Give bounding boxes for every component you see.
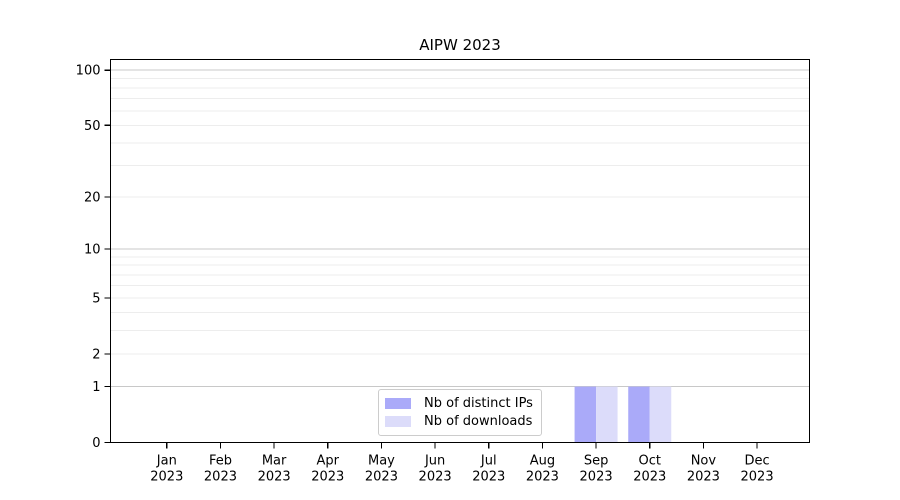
y-tick-label: 50 bbox=[84, 119, 101, 134]
y-tick-label: 100 bbox=[76, 64, 101, 79]
x-tick-label-month: Dec bbox=[744, 454, 769, 469]
x-tick-label-month: Mar bbox=[262, 454, 287, 469]
x-tick-label-year: 2023 bbox=[150, 470, 183, 485]
legend-swatch-distinct-ips-icon bbox=[385, 398, 411, 410]
x-tick-label-month: Feb bbox=[209, 454, 232, 469]
y-tick-label: 2 bbox=[92, 347, 100, 362]
x-tick-label-year: 2023 bbox=[311, 470, 344, 485]
bar-distinct-ips bbox=[574, 386, 597, 443]
x-tick-label-month: Apr bbox=[317, 454, 340, 469]
x-tick-label-month: Sep bbox=[584, 454, 609, 469]
x-tick-label-year: 2023 bbox=[204, 470, 237, 485]
x-tick-label-year: 2023 bbox=[580, 470, 613, 485]
x-tick-label-month: Aug bbox=[530, 454, 555, 469]
x-tick-label-year: 2023 bbox=[687, 470, 720, 485]
legend-label-downloads: Nb of downloads bbox=[424, 413, 533, 429]
y-tick-label: 1 bbox=[92, 380, 100, 395]
x-tick-label-year: 2023 bbox=[526, 470, 559, 485]
legend: Nb of distinct IPs Nb of downloads bbox=[378, 389, 542, 436]
legend-label-distinct-ips: Nb of distinct IPs bbox=[424, 396, 533, 412]
x-tick-label-year: 2023 bbox=[741, 470, 774, 485]
legend-item-distinct-ips: Nb of distinct IPs bbox=[385, 395, 533, 413]
y-tick-label: 0 bbox=[92, 436, 100, 451]
y-tick-label: 5 bbox=[92, 291, 100, 306]
y-tick-label: 10 bbox=[84, 243, 101, 258]
x-tick-label-month: May bbox=[368, 454, 395, 469]
bar-distinct-ips bbox=[628, 386, 650, 443]
bar-downloads bbox=[649, 386, 672, 443]
x-tick-label-year: 2023 bbox=[633, 470, 666, 485]
legend-swatch-downloads-icon bbox=[385, 415, 411, 427]
plot-frame bbox=[109, 58, 811, 444]
x-tick-label-month: Jul bbox=[480, 454, 497, 469]
legend-item-downloads: Nb of downloads bbox=[385, 413, 533, 431]
x-tick-label-month: Oct bbox=[638, 454, 660, 469]
x-tick-label-year: 2023 bbox=[258, 470, 291, 485]
x-tick-label-month: Jun bbox=[424, 454, 445, 469]
bar-downloads bbox=[596, 386, 618, 443]
x-tick-label-year: 2023 bbox=[365, 470, 398, 485]
x-tick-label-year: 2023 bbox=[419, 470, 452, 485]
y-tick-label: 20 bbox=[84, 190, 101, 205]
x-tick-label-month: Nov bbox=[691, 454, 717, 469]
x-tick-label-year: 2023 bbox=[472, 470, 505, 485]
x-tick-label-month: Jan bbox=[156, 454, 177, 469]
chart-title: AIPW 2023 bbox=[419, 36, 501, 54]
